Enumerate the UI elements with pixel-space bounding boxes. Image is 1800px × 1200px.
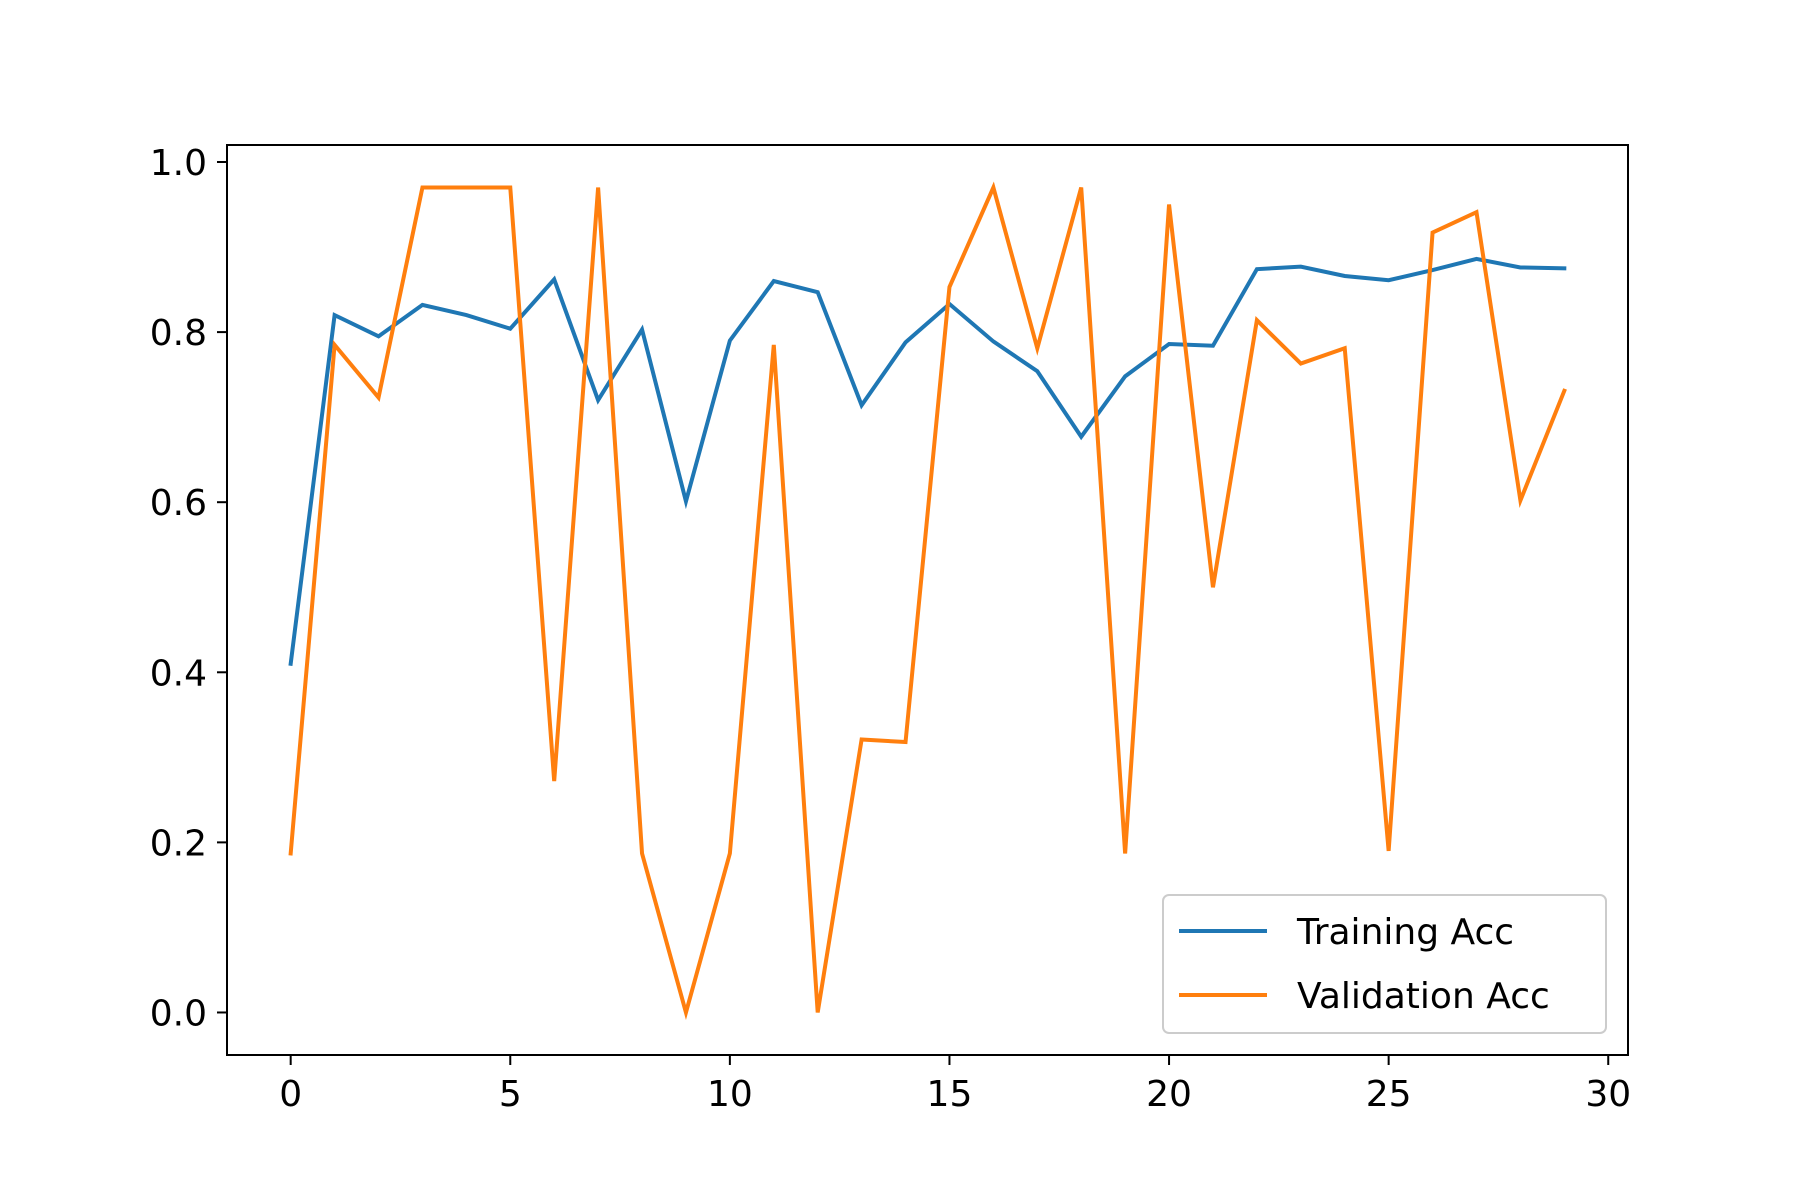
y-tick-label: 0.6 xyxy=(150,483,207,524)
series-line-training-acc xyxy=(288,256,1567,667)
y-tick-label: 0.4 xyxy=(150,653,207,694)
legend-label: Training Acc xyxy=(1296,912,1514,953)
x-tick-label: 5 xyxy=(499,1074,522,1115)
series-layer xyxy=(288,181,1567,1020)
legend-label: Validation Acc xyxy=(1297,976,1550,1017)
y-tick-label: 0.8 xyxy=(150,313,207,354)
axes-layer: 0 5 10 15 20 25 30 0.0 0.2 0.4 0.6 0.8 1.0 xyxy=(150,143,1631,1115)
series-line-validation-acc xyxy=(288,181,1567,1020)
x-tick-label: 15 xyxy=(927,1074,973,1115)
x-tick-label: 30 xyxy=(1585,1074,1631,1115)
y-tick-label: 1.0 xyxy=(150,143,207,184)
y-tick-label: 0.2 xyxy=(150,823,207,864)
x-tick-label: 10 xyxy=(707,1074,753,1115)
x-tick-label: 20 xyxy=(1146,1074,1192,1115)
legend-box xyxy=(1162,894,1607,1034)
legend: Training Acc Validation Acc xyxy=(1162,894,1607,1034)
x-tick-label: 25 xyxy=(1366,1074,1412,1115)
y-tick-label: 0.0 xyxy=(150,993,207,1034)
axes-frame xyxy=(226,144,1629,1056)
x-tick-label: 0 xyxy=(279,1074,302,1115)
